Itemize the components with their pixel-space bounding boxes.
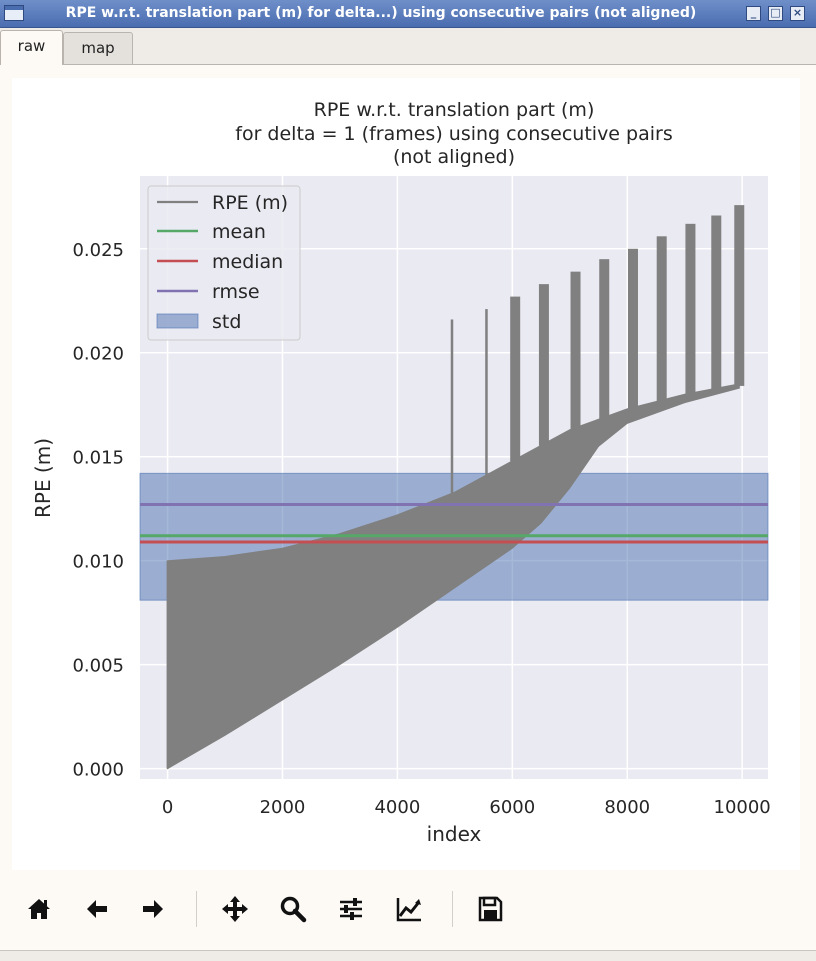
rpe-series-area <box>167 383 740 770</box>
tab-bar: raw map <box>0 28 816 65</box>
legend-std-label: std <box>212 311 241 333</box>
y-tick-label: 0.015 <box>72 448 124 469</box>
chart-title-line-1: RPE w.r.t. translation part (m) <box>314 99 595 121</box>
x-axis-label: index <box>427 822 482 846</box>
legend-rpe-label: RPE (m) <box>212 192 288 214</box>
rpe-spike <box>485 309 488 477</box>
figure-canvas[interactable]: 0 2000 4000 6000 8000 10000 0.000 0.005 0.010 0.0… <box>12 78 800 870</box>
rpe-spike <box>450 319 454 496</box>
x-tick-label: 0 <box>162 797 173 818</box>
rpe-spike <box>599 259 610 420</box>
y-tick-label: 0.025 <box>72 240 124 261</box>
y-tick-label: 0.020 <box>72 344 124 365</box>
x-tick-label: 8000 <box>604 797 650 818</box>
edit-axis-icon[interactable] <box>391 891 427 927</box>
tick-labels: 0 2000 4000 6000 8000 10000 0.000 0.005 0.010 0.0… <box>72 240 770 818</box>
tab-raw[interactable]: raw <box>0 30 63 65</box>
maximize-button[interactable]: □ <box>768 6 783 21</box>
x-tick-label: 4000 <box>374 797 420 818</box>
legend-std-swatch <box>156 313 199 329</box>
rpe-spike <box>627 248 638 410</box>
y-tick-label: 0.010 <box>72 552 124 573</box>
save-icon[interactable] <box>472 891 508 927</box>
y-tick-label: 0.005 <box>72 656 124 677</box>
zoom-icon[interactable] <box>275 891 311 927</box>
legend-box <box>147 185 301 341</box>
toolbar-separator <box>452 891 453 927</box>
back-arrow-icon[interactable] <box>79 891 115 927</box>
legend-median-label: median <box>212 251 283 273</box>
rpe-spike <box>538 284 549 446</box>
minimize-button[interactable]: _ <box>746 6 761 21</box>
rpe-chart[interactable]: 0 2000 4000 6000 8000 10000 0.000 0.005 0.010 0.0… <box>12 78 800 870</box>
legend[interactable]: RPE (m) mean median rmse std <box>147 185 301 341</box>
rpe-spike <box>734 205 745 386</box>
rpe-spike <box>570 271 581 430</box>
statistic-lines-layer <box>140 503 768 544</box>
forward-arrow-icon[interactable] <box>135 891 171 927</box>
chart-title-line-2: for delta = 1 (frames) using consecutive… <box>235 123 672 145</box>
window-titlebar: RPE w.r.t. translation part (m) for delt… <box>0 0 816 28</box>
rpe-spike <box>685 223 696 396</box>
legend-mean-label: mean <box>212 221 266 243</box>
legend-rmse-label: rmse <box>212 281 260 303</box>
toolbar-separator <box>196 891 197 927</box>
y-axis-label: RPE (m) <box>31 438 55 518</box>
close-button[interactable]: × <box>790 6 805 21</box>
configure-subplots-icon[interactable] <box>333 891 369 927</box>
app-window-icon[interactable] <box>4 5 24 21</box>
navigation-toolbar <box>0 877 816 941</box>
status-bar <box>0 950 816 961</box>
y-tick-label: 0.000 <box>72 760 124 781</box>
rpe-spike <box>510 296 521 462</box>
rpe-series-layer <box>166 205 745 770</box>
pan-icon[interactable] <box>217 891 253 927</box>
tab-content-panel: 0 2000 4000 6000 8000 10000 0.000 0.005 0.010 0.0… <box>0 64 816 950</box>
window-title: RPE w.r.t. translation part (m) for delt… <box>65 5 697 21</box>
rpe-spike <box>656 236 667 403</box>
chart-title-line-3: (not aligned) <box>393 146 515 168</box>
x-tick-label: 10000 <box>714 797 771 818</box>
rpe-spike <box>711 215 722 391</box>
tab-map[interactable]: map <box>63 32 133 64</box>
home-icon[interactable] <box>21 891 57 927</box>
x-tick-label: 6000 <box>489 797 535 818</box>
x-tick-label: 2000 <box>260 797 306 818</box>
